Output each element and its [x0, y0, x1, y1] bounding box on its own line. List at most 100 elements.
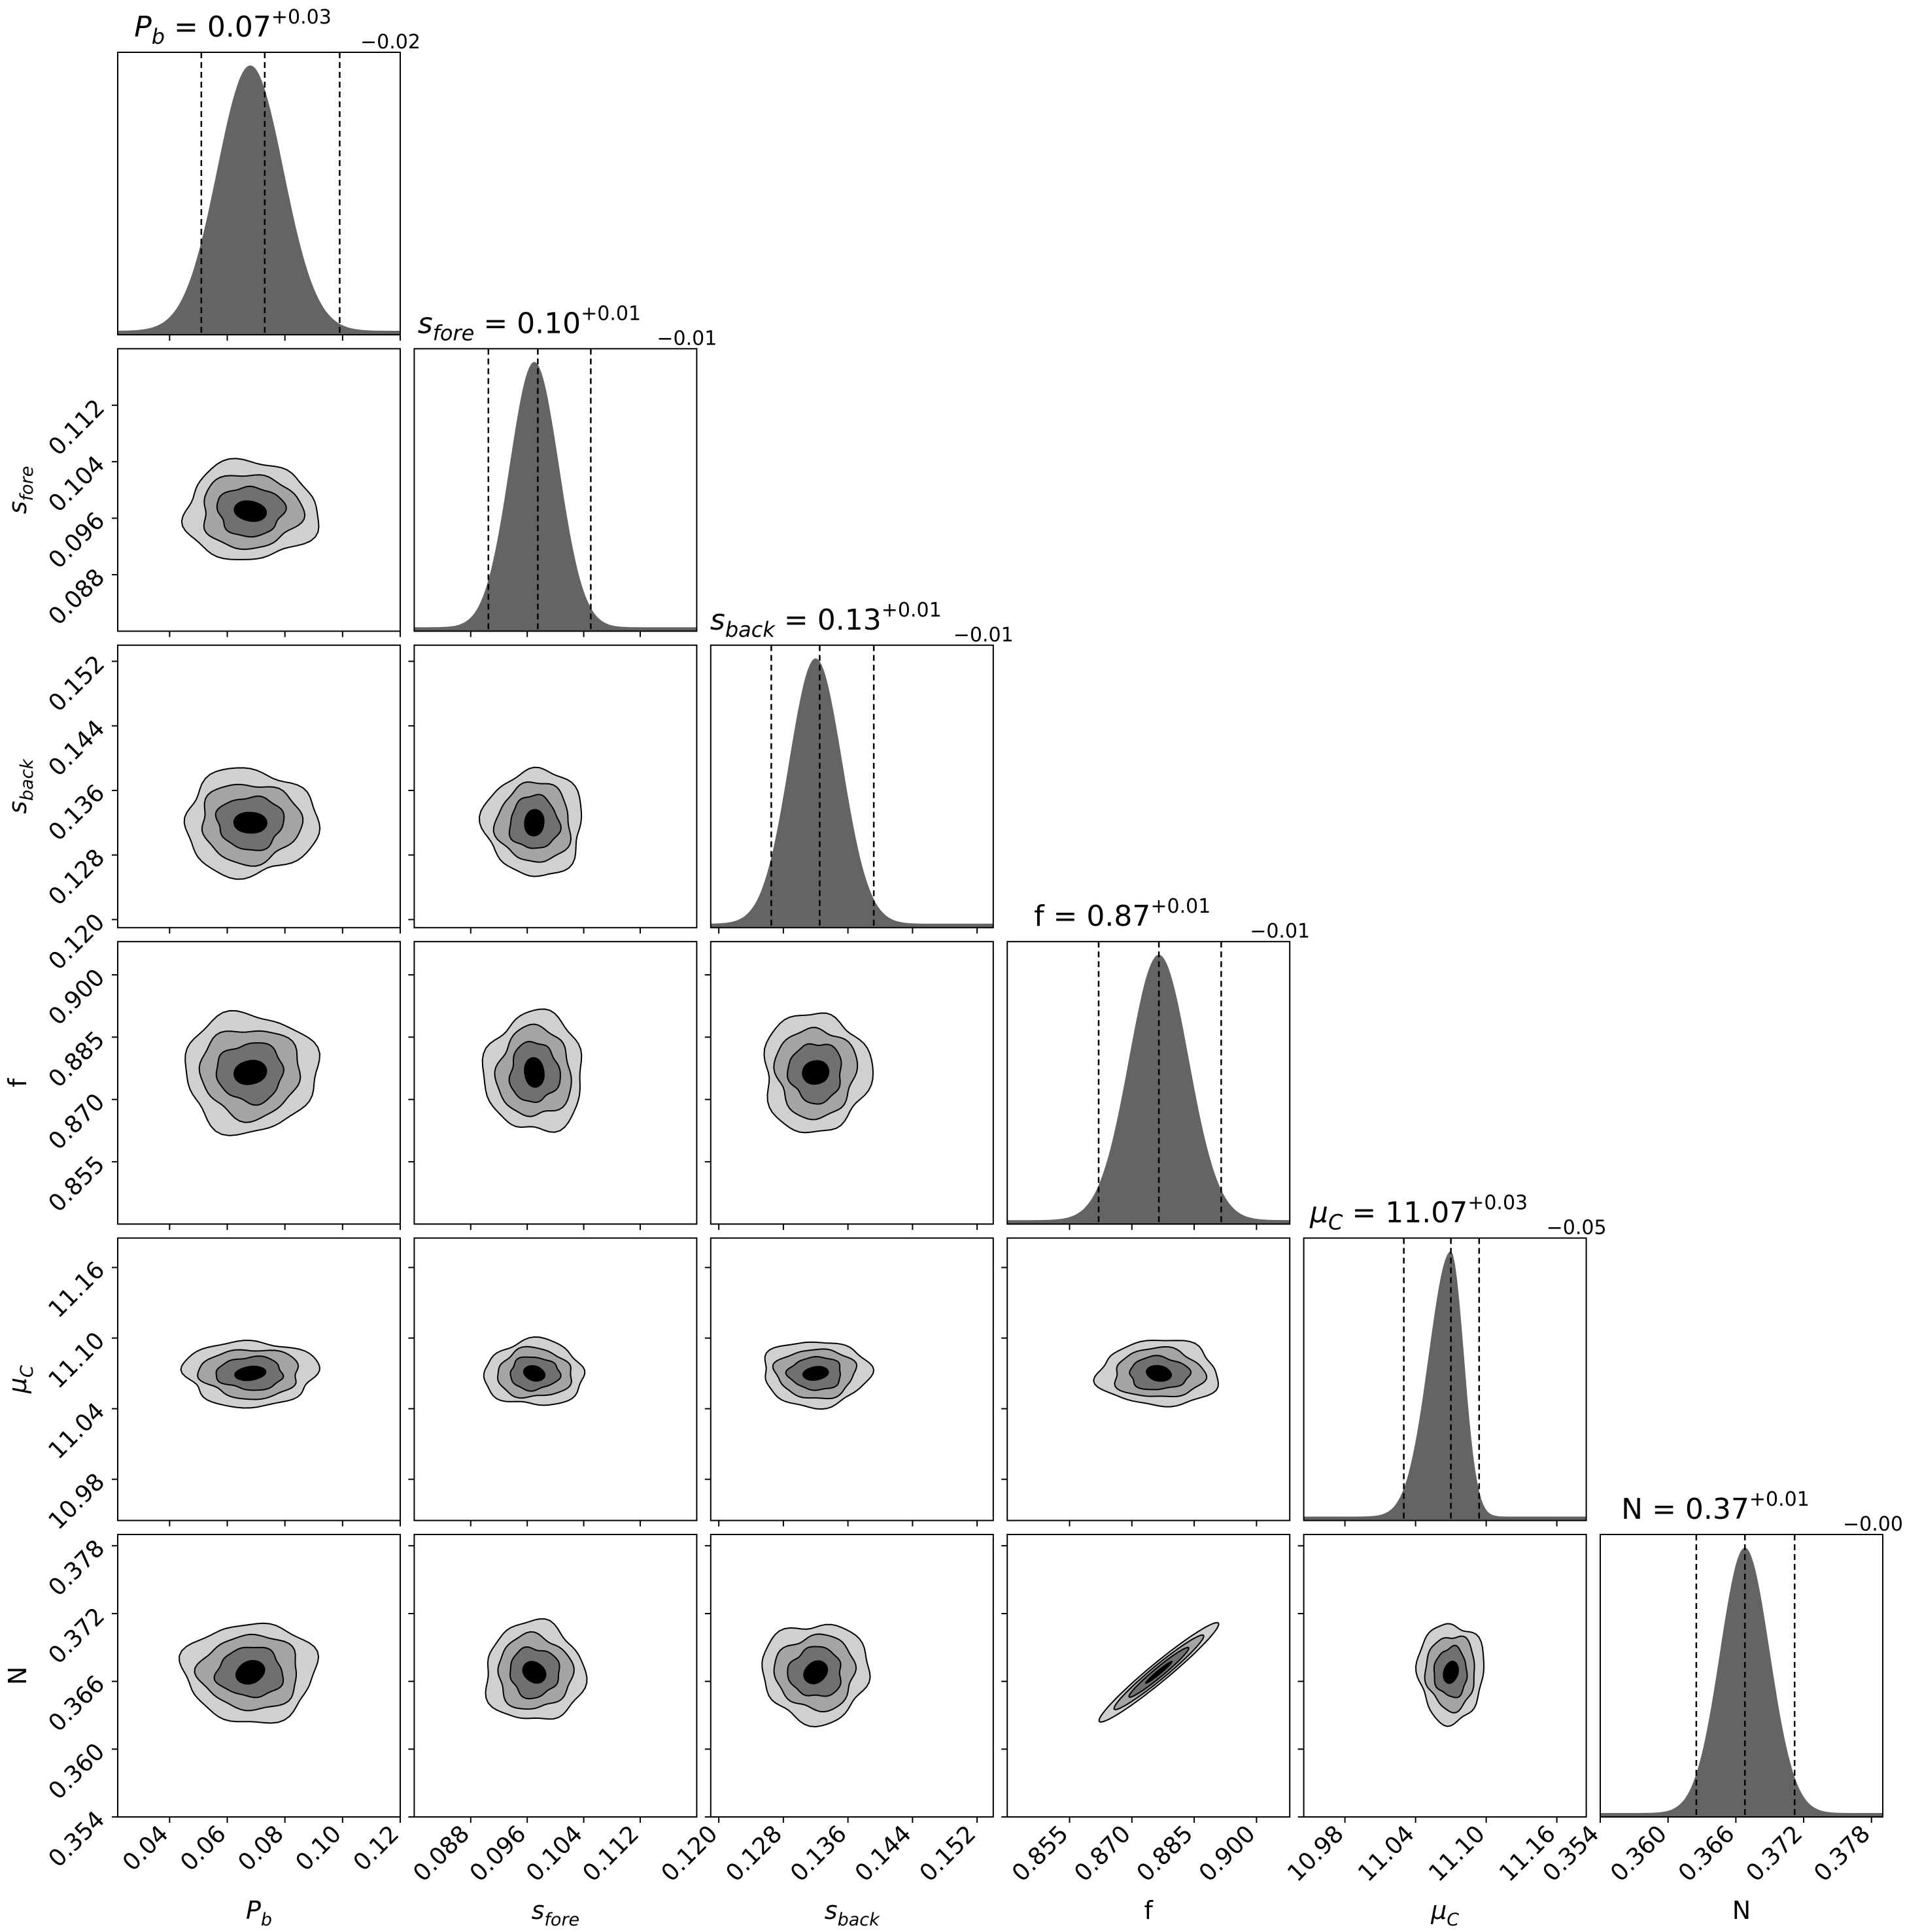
param-symbol: P [246, 1896, 261, 1925]
param-symbol: f [3, 1077, 32, 1087]
panel-title: Pb = 0.07+0.03 [134, 6, 332, 49]
upper-error: +0.01 [1150, 895, 1210, 918]
y-tick-label: 0.366 [43, 1670, 110, 1737]
panel-frame [710, 941, 994, 1225]
x-tick-label: 0.112 [577, 1820, 644, 1887]
param-symbol: s [710, 603, 725, 637]
x-tick-label: 0.144 [850, 1820, 917, 1887]
x-tick-label: 0.372 [1742, 1820, 1808, 1887]
y-tick-label: 0.088 [43, 564, 110, 630]
panel-title: N = 0.37+0.01 [1621, 1488, 1810, 1526]
panel-frame [1600, 1534, 1883, 1818]
histogram-panel-0: Pb = 0.07+0.03 −0.02 [117, 6, 420, 341]
panel-title: sfore = 0.10+0.01 [418, 302, 641, 345]
contour-level-4 [1146, 1364, 1172, 1382]
y-tick-label: 0.120 [43, 909, 110, 975]
x-tick-label: 0.104 [521, 1820, 588, 1887]
title-equals: = [165, 10, 207, 44]
param-subscript: C [1447, 1910, 1459, 1930]
param-symbol: s [3, 501, 32, 514]
contour-level-4 [802, 1060, 830, 1085]
x-tick-label: 11.04 [1353, 1820, 1420, 1887]
x-axis-label-1: sfore [532, 1896, 580, 1930]
contour-level-4 [235, 1659, 266, 1685]
x-tick-label: 0.136 [785, 1820, 852, 1887]
contour-level-4 [523, 1365, 546, 1382]
lower-error: −0.01 [1250, 920, 1310, 943]
contour-level-4 [803, 1660, 829, 1685]
median-value: 0.10 [517, 307, 581, 340]
panel-frame [413, 1237, 698, 1521]
median-value: 0.07 [207, 10, 271, 44]
lower-error: −0.01 [657, 327, 717, 350]
x-tick-label: 0.120 [657, 1820, 723, 1887]
panel-frame [710, 644, 994, 928]
x-tick-label: 0.885 [1132, 1820, 1199, 1887]
y-tick-label: 0.152 [43, 651, 110, 717]
param-symbol: N [1732, 1896, 1751, 1925]
contour-panel-3-1 [408, 941, 698, 1230]
histogram-fill [118, 65, 400, 335]
y-tick-label: 0.900 [43, 964, 110, 1030]
panel-frame [117, 1237, 401, 1521]
y-tick-label: 11.10 [43, 1327, 110, 1394]
contour-panel-4-2 [704, 1237, 994, 1527]
panel-title: f = 0.87+0.01 [1034, 895, 1210, 933]
upper-error: +0.01 [882, 599, 942, 622]
y-tick-label: 0.136 [43, 779, 110, 846]
x-tick-label: 0.855 [1007, 1820, 1074, 1887]
panel-frame [117, 348, 401, 632]
contour-level-4 [233, 500, 267, 522]
x-axis-label-5: N [1732, 1896, 1751, 1925]
y-axis-label-5: N [3, 1667, 32, 1685]
param-symbol: μ [3, 1378, 32, 1394]
contour-panel-3-2 [704, 941, 994, 1230]
param-symbol: μ [1430, 1896, 1447, 1925]
x-tick-label: 0.096 [465, 1820, 532, 1887]
param-subscript: fore [544, 1910, 579, 1930]
panel-title: μC = 11.07+0.03 [1309, 1192, 1528, 1235]
param-subscript: back [725, 617, 776, 642]
param-subscript: b [261, 1910, 272, 1930]
x-tick-label: 0.08 [233, 1820, 289, 1876]
panel-frame [117, 941, 401, 1225]
contour-panel-5-0: 0.04 0.06 0.08 0.10 0.12 0.3540.3600.3660.372… [43, 1534, 404, 1876]
upper-error: +0.03 [271, 6, 332, 29]
x-tick-label: 0.900 [1194, 1820, 1261, 1887]
upper-error: +0.03 [1467, 1192, 1528, 1215]
x-axis-label-3: f [1144, 1896, 1154, 1925]
y-axis-label-2: sback [3, 758, 37, 813]
upper-error: +0.01 [581, 302, 641, 325]
panel-frame [413, 941, 698, 1225]
x-axis-label-0: Pb [246, 1896, 272, 1930]
median-value: 0.37 [1685, 1493, 1749, 1526]
y-tick-label: 0.104 [43, 451, 110, 518]
contour-panel-2-1 [408, 644, 698, 934]
x-tick-label: 0.870 [1069, 1820, 1136, 1887]
y-tick-label: 11.04 [43, 1398, 110, 1465]
param-symbol: μ [1309, 1196, 1328, 1230]
contour-panel-4-3 [1001, 1237, 1291, 1527]
panel-frame [413, 1534, 698, 1818]
param-symbol: s [825, 1896, 838, 1925]
param-subscript: fore [17, 466, 37, 501]
panel-frame [413, 348, 698, 632]
y-tick-label: 0.096 [43, 507, 110, 574]
histogram-panel-3: f = 0.87+0.01 −0.01 [1006, 895, 1310, 1230]
param-subscript: b [152, 24, 165, 49]
panel-frame [1006, 1237, 1291, 1521]
contour-level-4 [234, 1365, 267, 1381]
y-tick-label: 11.16 [43, 1257, 110, 1323]
contour-level-4 [233, 1060, 267, 1085]
contour-level-4 [1443, 1660, 1459, 1684]
panel-frame [710, 1237, 994, 1521]
x-axis-label-4: μC [1430, 1896, 1459, 1930]
param-symbol: N [1621, 1493, 1643, 1526]
lower-error: −0.01 [953, 624, 1014, 647]
contour-level-4 [802, 1366, 829, 1381]
y-tick-label: 0.144 [43, 715, 110, 782]
panel-frame [1006, 1534, 1291, 1818]
x-tick-label: 0.12 [349, 1820, 405, 1876]
